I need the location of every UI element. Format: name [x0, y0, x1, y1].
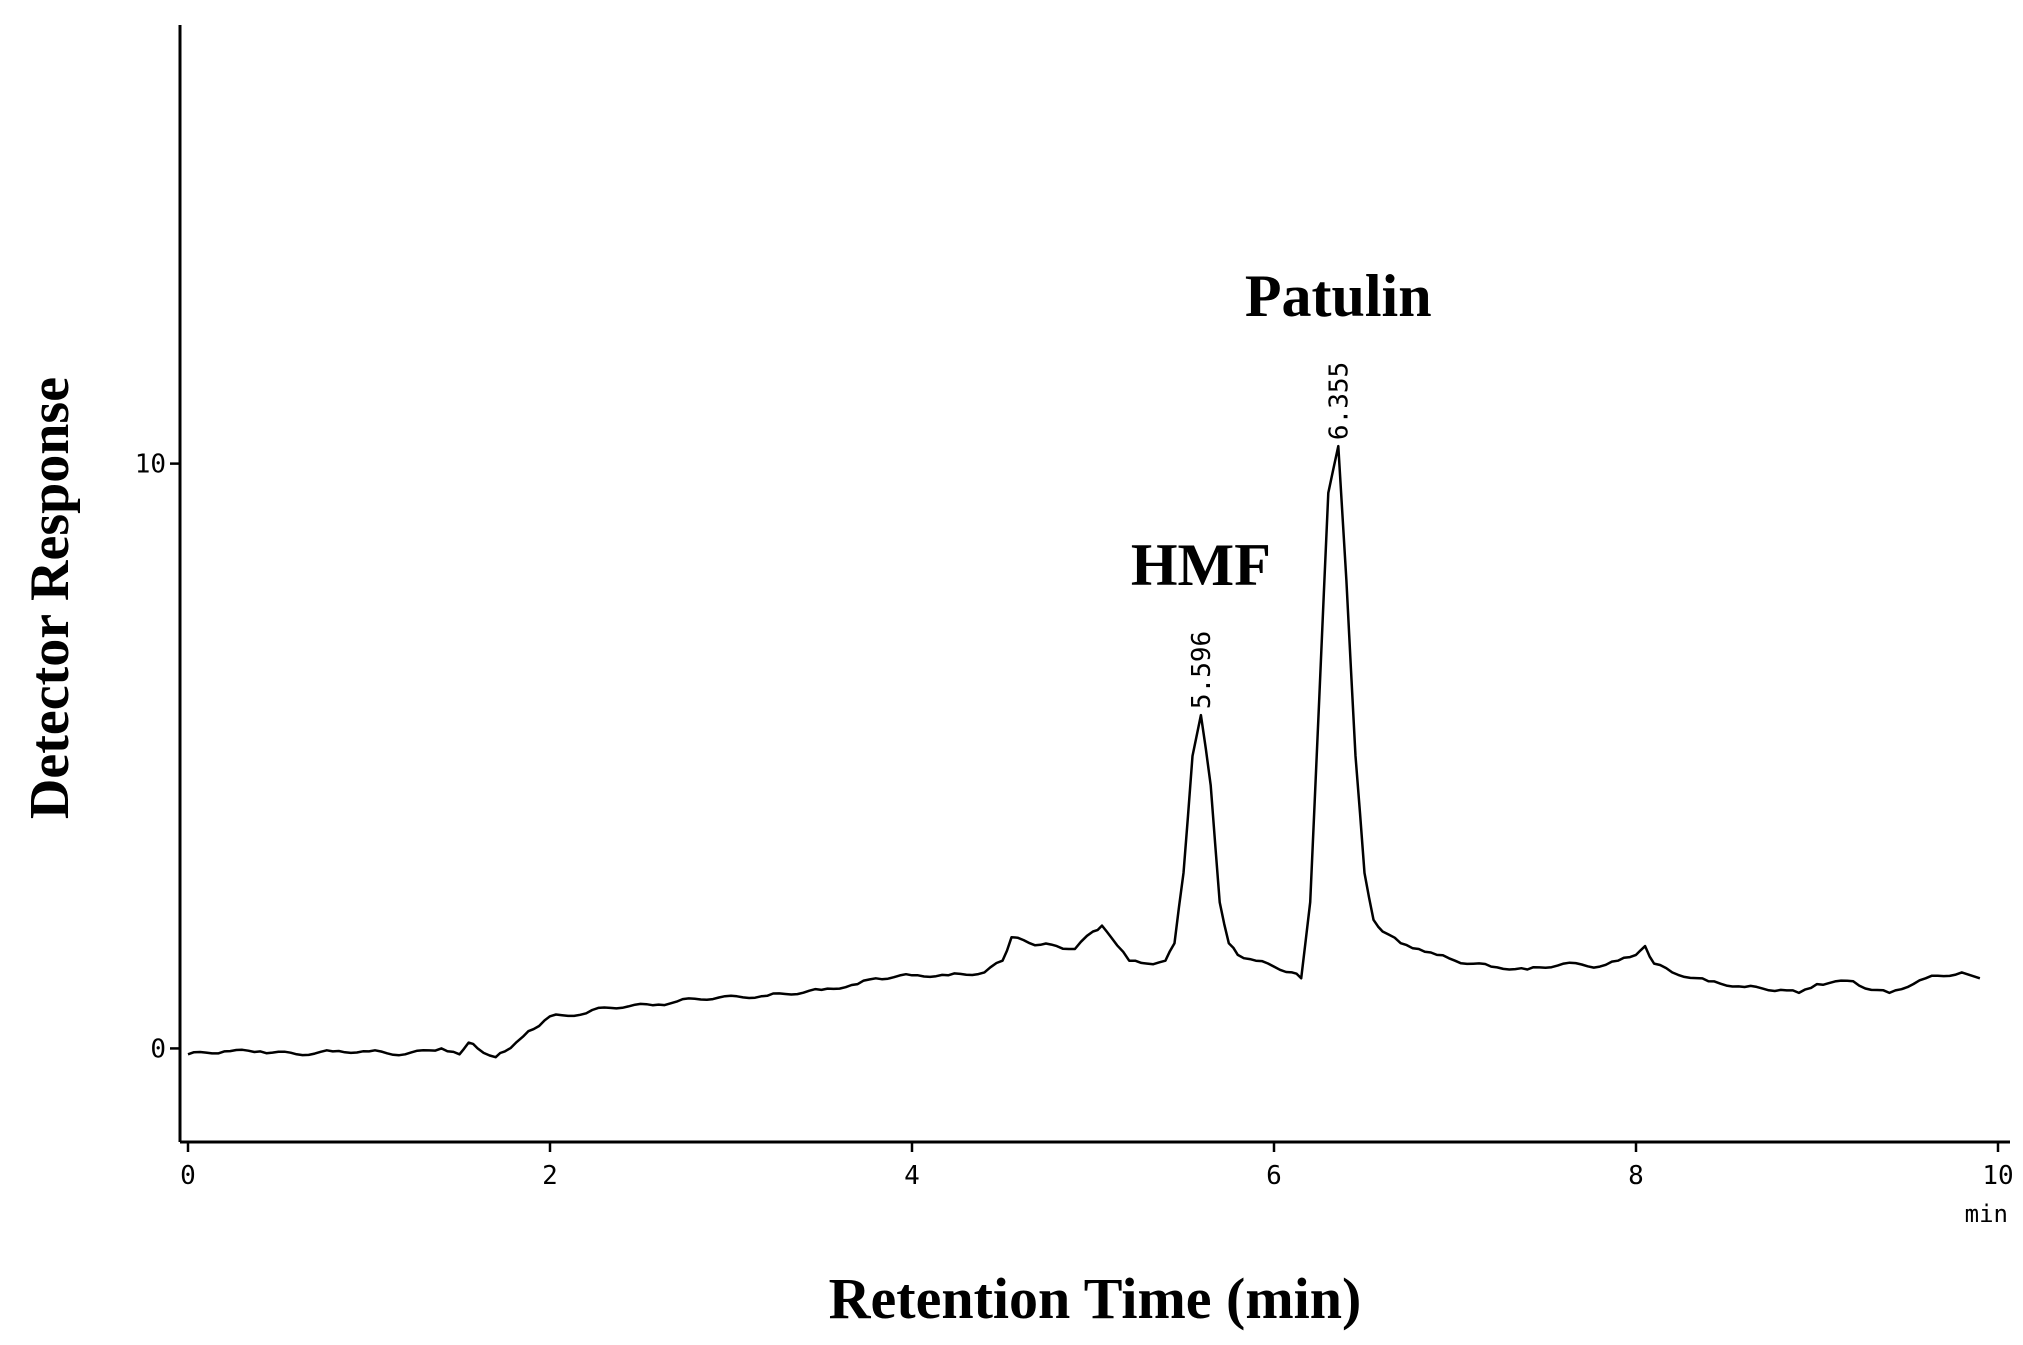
peak-annotations: 5.596 HMF 6.355 Patulin: [1131, 263, 1432, 709]
x-tick-label: 0: [180, 1161, 196, 1191]
plot-frame: [178, 25, 2010, 1144]
peak-annotation: 5.596 HMF: [1131, 532, 1271, 709]
y-tick-label: 10: [135, 450, 166, 480]
x-tick-label: 2: [542, 1161, 558, 1191]
peak-name-label: HMF: [1131, 532, 1271, 598]
x-tick-label: 8: [1628, 1161, 1644, 1191]
x-axis-unit-label: min: [1965, 1200, 2008, 1228]
y-axis-title: Detector Response: [19, 377, 81, 819]
chromatogram-trace: [187, 444, 1981, 1059]
x-tick-label: 4: [904, 1161, 920, 1191]
x-tick-label: 10: [1982, 1161, 2013, 1191]
peak-annotation: 6.355 Patulin: [1245, 263, 1432, 440]
x-tick-label: 6: [1266, 1161, 1282, 1191]
x-axis-title: Retention Time (min): [829, 1266, 1362, 1331]
peak-retention-time-label: 6.355: [1324, 362, 1354, 440]
y-tick-label: 0: [150, 1034, 166, 1064]
y-axis-ticks: 0 10: [135, 450, 180, 1064]
peak-retention-time-label: 5.596: [1187, 631, 1217, 709]
peak-name-label: Patulin: [1245, 263, 1432, 329]
x-axis-ticks: 0 2 4 6 8 10: [180, 1142, 2014, 1191]
